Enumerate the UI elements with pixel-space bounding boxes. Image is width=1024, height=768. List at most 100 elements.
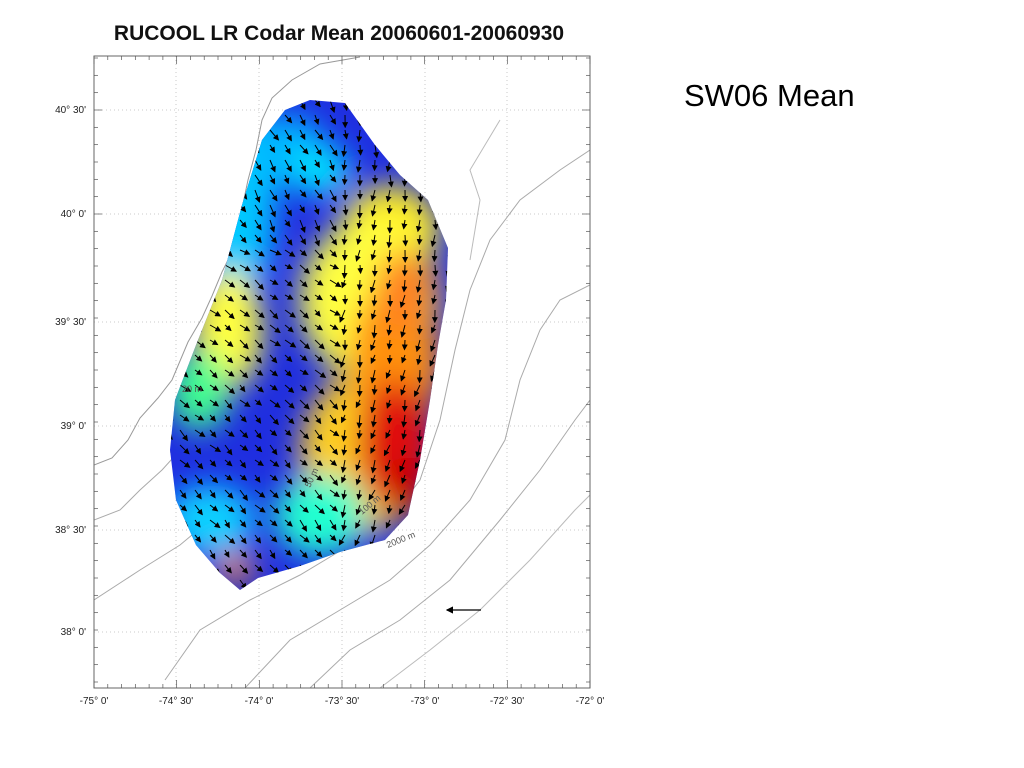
current-vector xyxy=(284,384,295,394)
current-vector xyxy=(239,354,252,362)
current-vector xyxy=(269,309,279,320)
current-vector xyxy=(239,444,249,451)
current-vector xyxy=(239,399,251,408)
current-vector xyxy=(385,369,392,379)
current-vector xyxy=(284,504,292,513)
current-vector xyxy=(314,489,323,501)
current-vector xyxy=(284,369,293,377)
current-vector xyxy=(223,549,230,558)
current-vector xyxy=(224,534,236,545)
x-tick-label: -74° 0' xyxy=(245,696,274,707)
current-vector xyxy=(239,474,248,481)
current-vector xyxy=(370,444,376,454)
current-vector xyxy=(416,234,423,246)
current-vector xyxy=(254,369,264,376)
current-vector xyxy=(239,549,248,558)
current-vector xyxy=(284,309,296,318)
current-vector xyxy=(355,474,362,486)
current-vector xyxy=(269,354,278,364)
current-vector xyxy=(269,324,281,334)
current-vector xyxy=(341,399,348,412)
current-vector xyxy=(269,399,281,408)
current-vector xyxy=(386,339,393,350)
contour-abyss xyxy=(379,494,590,688)
current-vector xyxy=(416,369,423,384)
current-vector xyxy=(269,519,278,527)
current-vector xyxy=(269,339,282,347)
current-vector xyxy=(329,114,337,125)
current-vector xyxy=(209,504,219,512)
current-vector xyxy=(340,414,347,424)
current-vector xyxy=(356,279,363,291)
current-vector xyxy=(340,459,347,474)
current-vector xyxy=(299,429,310,440)
current-vector xyxy=(356,384,363,397)
current-vector xyxy=(209,489,216,499)
current-vector xyxy=(209,444,222,453)
current-vector xyxy=(299,264,310,274)
current-vector xyxy=(224,489,234,499)
current-vector xyxy=(209,399,220,407)
current-vector xyxy=(299,369,309,375)
current-vector xyxy=(209,414,217,422)
current-vector xyxy=(299,249,308,257)
slide-title: SW06 Mean xyxy=(684,78,855,113)
current-vector xyxy=(329,474,339,487)
current-vector xyxy=(314,264,322,271)
current-vector xyxy=(224,429,235,437)
current-vector xyxy=(370,309,377,320)
current-vector xyxy=(314,234,321,247)
current-vector xyxy=(373,144,380,159)
current-vector xyxy=(284,234,293,246)
current-vector xyxy=(430,324,437,334)
x-tick-label: -72° 0' xyxy=(576,696,605,707)
current-vector xyxy=(194,459,204,470)
current-vector xyxy=(269,489,279,499)
current-vector xyxy=(385,429,391,439)
current-vector xyxy=(416,294,423,307)
current-vector xyxy=(254,204,263,217)
current-vector xyxy=(415,219,422,233)
current-vector xyxy=(341,279,347,289)
current-vector xyxy=(254,489,266,498)
current-vector xyxy=(415,339,422,353)
current-vector xyxy=(239,504,247,515)
current-vector xyxy=(371,294,378,307)
current-vector xyxy=(341,444,348,456)
current-vector xyxy=(385,519,392,529)
y-tick-label: 40° 0' xyxy=(61,209,86,220)
current-vector xyxy=(254,519,263,527)
current-vector xyxy=(269,159,276,173)
current-vector xyxy=(370,474,377,485)
current-vector xyxy=(314,129,324,141)
current-vector xyxy=(384,459,391,473)
current-vector xyxy=(398,504,406,515)
current-vector xyxy=(239,564,249,574)
current-vector xyxy=(239,279,251,289)
current-vector xyxy=(224,309,235,320)
current-vector xyxy=(254,564,264,572)
current-vector xyxy=(329,249,338,258)
current-vector xyxy=(355,459,362,471)
y-tick-label: 38° 0' xyxy=(61,627,86,638)
axis-ticks xyxy=(93,56,591,688)
current-vector xyxy=(314,174,320,187)
current-vector xyxy=(355,444,361,455)
current-vector xyxy=(386,249,393,263)
current-vector xyxy=(431,249,438,263)
current-vector xyxy=(314,459,324,466)
current-vector xyxy=(340,369,347,383)
current-vector xyxy=(416,354,422,366)
current-vector xyxy=(383,444,391,457)
current-vector xyxy=(386,279,392,290)
current-vector xyxy=(299,414,310,423)
current-vector xyxy=(314,399,324,411)
current-vector xyxy=(224,504,235,513)
current-vector xyxy=(179,474,188,485)
current-vector xyxy=(269,129,280,141)
current-vector xyxy=(239,429,249,439)
current-vector xyxy=(299,384,308,392)
current-vector xyxy=(328,159,335,172)
coastline xyxy=(94,56,361,466)
current-vector xyxy=(269,279,279,285)
